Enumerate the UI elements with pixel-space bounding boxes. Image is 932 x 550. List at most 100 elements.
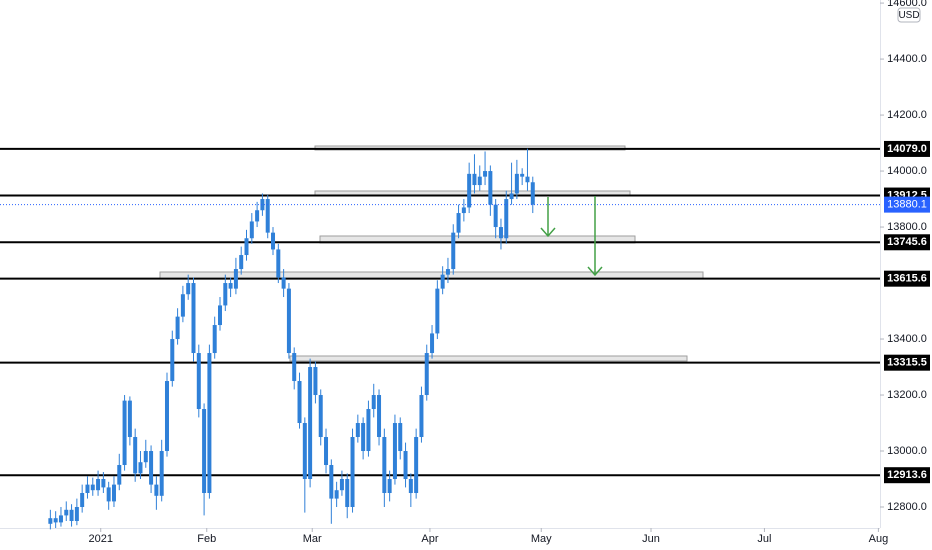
candle-body xyxy=(286,288,291,354)
candle-body xyxy=(96,479,101,491)
x-tick-label: 2021 xyxy=(88,533,112,545)
candle-body xyxy=(308,367,313,480)
candle-body xyxy=(80,493,85,508)
y-tick-label: 13400.0 xyxy=(887,333,927,345)
candle-body xyxy=(212,325,217,354)
currency: USD xyxy=(898,10,919,21)
candle-body xyxy=(186,283,191,295)
candle-body xyxy=(520,173,525,177)
x-tick-label: Aug xyxy=(869,533,889,545)
candle-body xyxy=(345,479,350,508)
candle-body xyxy=(329,465,334,499)
candle-body xyxy=(350,437,355,508)
candle-body xyxy=(90,484,95,491)
level-label: 12913.6 xyxy=(887,469,927,481)
x-tick-label: Mar xyxy=(303,533,322,545)
candle-body xyxy=(451,232,456,270)
candle-body xyxy=(419,395,424,438)
candle-body xyxy=(430,333,435,354)
candle-body xyxy=(260,199,265,211)
level-label: 13315.5 xyxy=(887,357,927,369)
x-tick-label: Jun xyxy=(642,533,660,545)
last-price-bg xyxy=(884,196,930,213)
candle-body xyxy=(445,269,450,275)
level-label-bg xyxy=(884,270,930,287)
candle-body xyxy=(111,484,116,502)
level-label-bg xyxy=(884,467,930,484)
candle-body xyxy=(223,283,228,306)
candle-body xyxy=(477,176,482,186)
candle-body xyxy=(244,238,249,256)
candle-body xyxy=(143,451,148,463)
level-label-bg xyxy=(884,354,930,371)
candle-body xyxy=(530,182,535,205)
candle-body xyxy=(456,213,461,233)
candle-body xyxy=(53,518,58,523)
candle-body xyxy=(414,437,419,494)
candle-body xyxy=(138,462,143,474)
candle-body xyxy=(355,423,360,438)
candle-body xyxy=(377,395,382,438)
candle-body xyxy=(493,204,498,228)
candle-body xyxy=(207,353,212,494)
x-tick-label: Jul xyxy=(757,533,771,545)
plot xyxy=(0,147,880,530)
candle-body xyxy=(69,509,74,522)
candle-body xyxy=(366,409,371,452)
candle-body xyxy=(228,283,233,289)
candle-body xyxy=(64,509,69,516)
candle-body xyxy=(488,171,493,205)
level-label-bg xyxy=(884,140,930,157)
candle-body xyxy=(117,465,122,485)
y-tick-label: 14200.0 xyxy=(887,109,927,121)
candle-body xyxy=(371,395,376,410)
candle-body xyxy=(435,288,440,334)
candle-body xyxy=(196,353,201,410)
candle-body xyxy=(271,232,276,250)
arrows xyxy=(540,196,603,277)
y-tick-label: 13000.0 xyxy=(887,445,927,457)
candle-body xyxy=(233,269,238,289)
y-tick-label: 12800.0 xyxy=(887,501,927,513)
level-label: 13615.6 xyxy=(887,273,927,285)
candle-body xyxy=(159,451,164,496)
candle-body xyxy=(302,423,307,480)
candle-body xyxy=(387,479,392,494)
candle-body xyxy=(85,484,90,494)
arrow xyxy=(540,197,556,238)
candle-body xyxy=(164,381,169,452)
x-tick-label: Feb xyxy=(197,533,216,545)
candle-body xyxy=(122,400,127,466)
level-label: 13745.6 xyxy=(887,236,927,248)
candle-body xyxy=(361,423,366,452)
candle-body xyxy=(514,173,519,194)
candle-body xyxy=(324,437,329,466)
candle-body xyxy=(180,294,185,317)
candle-body xyxy=(424,353,429,396)
candle-body xyxy=(133,437,138,474)
candle-body xyxy=(74,507,79,522)
candle-body xyxy=(318,395,323,438)
candle-body xyxy=(48,518,53,524)
candle-body xyxy=(525,176,530,183)
candle-body xyxy=(461,207,466,214)
candle-body xyxy=(392,423,397,480)
x-tick-label: May xyxy=(531,533,552,545)
candle-body xyxy=(292,353,297,382)
candle-body xyxy=(106,487,111,502)
candle-body xyxy=(398,423,403,452)
candle-body xyxy=(249,221,254,239)
y-tick-label: 13200.0 xyxy=(887,389,927,401)
candle-body xyxy=(58,515,63,523)
candle-body xyxy=(339,479,344,491)
candle-body xyxy=(218,305,222,326)
candle-body xyxy=(255,210,260,222)
currency-box xyxy=(897,7,921,23)
candle-body xyxy=(313,367,318,396)
candle-body xyxy=(472,173,477,186)
x-tick-label: Apr xyxy=(421,533,438,545)
candle-body xyxy=(127,400,132,438)
candle-body xyxy=(202,409,207,494)
